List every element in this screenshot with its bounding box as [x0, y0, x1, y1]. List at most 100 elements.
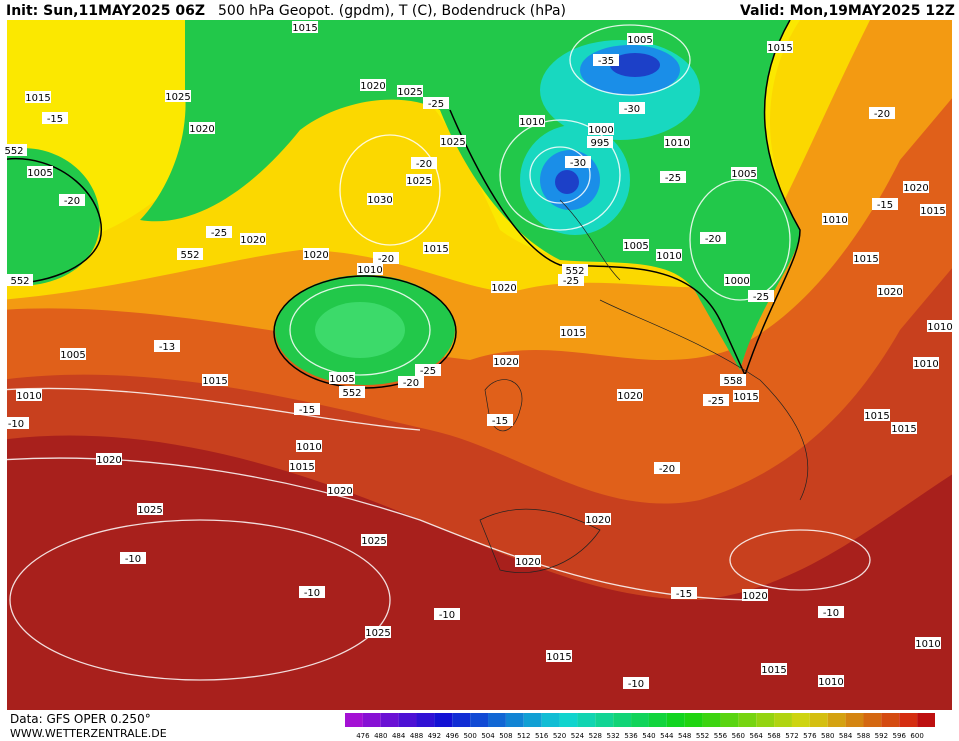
- pressure-label-box: [731, 167, 757, 179]
- temperature-label-box: [654, 462, 680, 474]
- pressure-label-box: [724, 274, 750, 286]
- temperature-label: -10: [823, 608, 839, 619]
- pressure-label-box: [96, 453, 122, 465]
- pressure-label-box: [891, 422, 917, 434]
- pressure-label-box: [913, 357, 939, 369]
- pressure-label-box: [365, 626, 391, 638]
- temperature-label-box: [619, 102, 645, 114]
- height-label-box: [562, 264, 588, 276]
- temperature-label-box: [154, 340, 180, 352]
- pressure-label: 1010: [519, 117, 544, 128]
- temperature-label: -10: [125, 554, 141, 565]
- height-label: 558: [723, 376, 742, 387]
- pressure-label: 1010: [913, 359, 938, 370]
- temperature-label: -10: [439, 610, 455, 621]
- pressure-label-box: [165, 90, 191, 102]
- pressure-label: 1025: [361, 536, 386, 547]
- pressure-label-box: [25, 91, 51, 103]
- temperature-label: -30: [570, 158, 586, 169]
- map-title: 500 hPa Geopot. (gpdm), T (C), Bodendruc…: [218, 3, 566, 19]
- height-label-box: [339, 386, 365, 398]
- colorbar-segment: [434, 713, 453, 727]
- temperature-label-box: [623, 677, 649, 689]
- pressure-label-box: [519, 115, 545, 127]
- temperature-label-box: [487, 414, 513, 426]
- colorbar-label: 572: [785, 732, 798, 740]
- temperature-label-box: [872, 198, 898, 210]
- pressure-label: 1025: [397, 87, 422, 98]
- colorbar-label: 484: [392, 732, 406, 740]
- temperature-label: -25: [753, 292, 769, 303]
- pressure-label: 1015: [202, 376, 227, 387]
- pressure-label: 1015: [920, 206, 945, 217]
- colorbar-label: 496: [446, 732, 460, 740]
- colorbar-segment: [452, 713, 471, 727]
- temperature-label: -15: [47, 114, 63, 125]
- pressure-label: 1020: [96, 455, 121, 466]
- pressure-label: 1025: [406, 176, 431, 187]
- colorbar-label: 504: [481, 732, 495, 740]
- colorbar-segment: [505, 713, 524, 727]
- temperature-label-box: [869, 107, 895, 119]
- colorbar-segment: [881, 713, 900, 727]
- pressure-label: 1015: [292, 23, 317, 34]
- pressure-label-box: [361, 534, 387, 546]
- pressure-label-box: [853, 252, 879, 264]
- temperature-label: -20: [64, 196, 80, 207]
- pressure-label: 1010: [927, 322, 952, 333]
- pressure-label: 1015: [546, 652, 571, 663]
- pressure-label-box: [202, 374, 228, 386]
- colorbar-label: 492: [428, 732, 441, 740]
- colorbar-segment: [791, 713, 810, 727]
- temperature-label-box: [434, 608, 460, 620]
- colorbar-segment: [666, 713, 685, 727]
- pressure-label-box: [546, 650, 572, 662]
- colorbar-label: 560: [732, 732, 745, 740]
- temperature-label: -25: [665, 173, 681, 184]
- pressure-label: 1015: [853, 254, 878, 265]
- pressure-label-box: [767, 41, 793, 53]
- temperature-label: -10: [304, 588, 320, 599]
- colorbar-segment: [720, 713, 739, 727]
- pressure-label: 1010: [357, 265, 382, 276]
- pressure-label-box: [406, 174, 432, 186]
- colorbar-label: 564: [750, 732, 764, 740]
- height-label: 552: [10, 276, 29, 287]
- pressure-label: 1020: [491, 283, 516, 294]
- pressure-label: 1020: [903, 183, 928, 194]
- pressure-label: 1020: [493, 357, 518, 368]
- temperature-label: -15: [492, 416, 508, 427]
- colorbar-label: 576: [803, 732, 817, 740]
- colorbar-label: 508: [499, 732, 512, 740]
- pressure-label: 1015: [423, 244, 448, 255]
- colorbar-segment: [917, 713, 935, 727]
- colorbar-label: 540: [642, 732, 655, 740]
- colorbar-label: 520: [553, 732, 566, 740]
- pressure-label-box: [240, 233, 266, 245]
- colorbar-label: 580: [821, 732, 834, 740]
- pressure-label: 1025: [440, 137, 465, 148]
- pressure-label: 1005: [27, 168, 52, 179]
- temperature-label-box: [703, 394, 729, 406]
- temperature-label-box: [411, 157, 437, 169]
- colorbar-segment: [631, 713, 649, 727]
- temperature-label: -10: [8, 419, 24, 430]
- height-label: 552: [180, 250, 199, 261]
- colorbar-segment: [470, 713, 489, 727]
- temperature-label-box: [558, 274, 584, 286]
- colorbar-segment: [362, 713, 381, 727]
- pressure-label-box: [585, 513, 611, 525]
- pressure-label: 1005: [60, 350, 85, 361]
- colorbar-label: 556: [714, 732, 728, 740]
- colorbar-segment: [648, 713, 667, 727]
- pressure-label: 1015: [761, 665, 786, 676]
- temperature-label-box: [59, 194, 85, 206]
- temperature-label: -20: [874, 109, 890, 120]
- pressure-label: 1010: [915, 639, 940, 650]
- temperature-label: -20: [705, 234, 721, 245]
- pressure-label-box: [367, 193, 393, 205]
- height-label-box: [1, 144, 27, 156]
- pressure-label: 1020: [327, 486, 352, 497]
- temperature-label-box: [818, 606, 844, 618]
